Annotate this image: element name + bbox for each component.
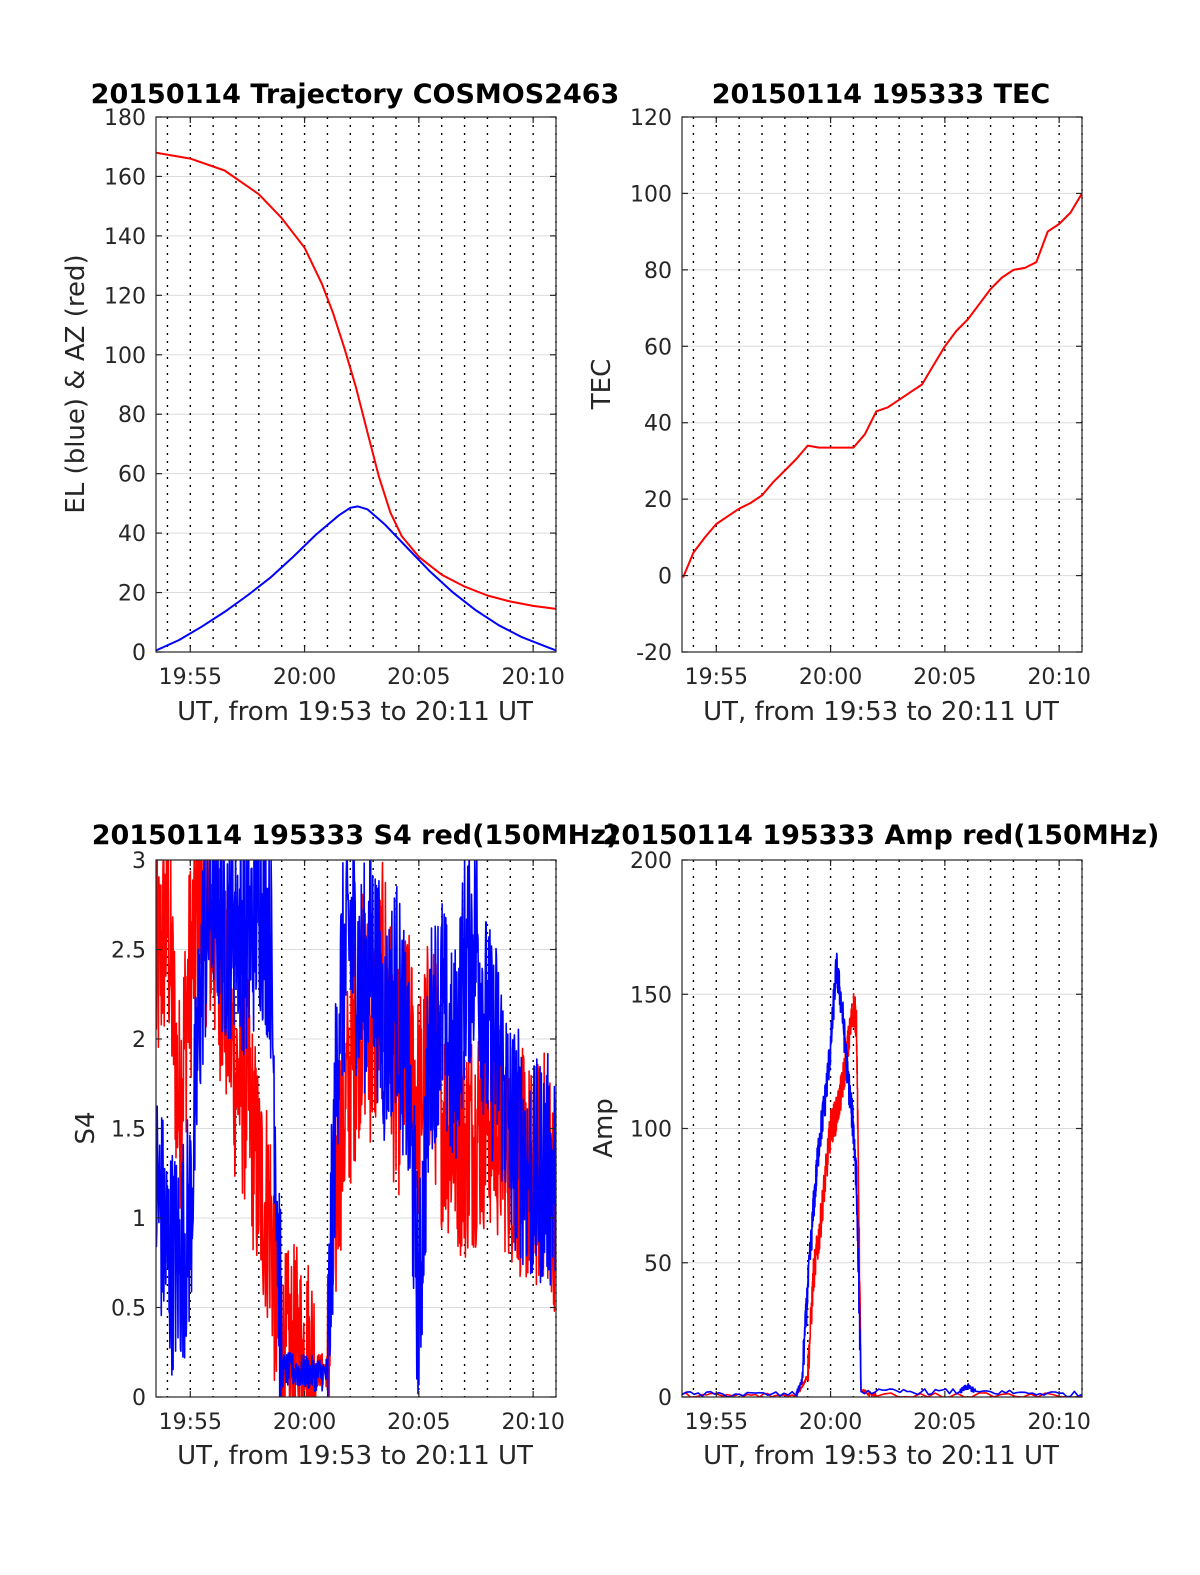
y-axis-label: EL (blue) & AZ (red)	[61, 254, 91, 513]
y-tick-label: -20	[636, 641, 672, 666]
axes-box	[681, 116, 1083, 653]
data-layer	[156, 860, 556, 1397]
y-tick-label: 40	[644, 412, 672, 437]
y-tick-label: 0	[658, 1386, 672, 1411]
y-tick-label: 100	[630, 182, 672, 207]
y-tick-label: 2	[132, 1028, 146, 1053]
y-tick-label: 100	[104, 344, 146, 369]
plot-area-trajectory: 0 20 40 60 80 100 120 140 160 180 19:55 20:00 20:05 2…	[104, 106, 565, 690]
y-tick-label: 120	[104, 284, 146, 309]
panel-title: 20150114 Trajectory COSMOS2463	[91, 79, 620, 110]
y-axis-label: TEC	[587, 359, 617, 410]
y-tick-label: 40	[118, 522, 146, 547]
y-tick-label: 0.5	[111, 1297, 146, 1322]
series-line	[156, 860, 556, 1397]
x-tick-label: 20:05	[387, 665, 450, 690]
x-tick-label: 20:05	[913, 665, 976, 690]
y-tick-label: 120	[630, 106, 672, 131]
x-tick-label: 20:00	[799, 665, 862, 690]
series-line	[682, 952, 1082, 1397]
axes-box	[155, 116, 557, 653]
y-tick-label: 1.5	[111, 1118, 146, 1143]
y-tick-label: 60	[118, 463, 146, 488]
x-axis-label: UT, from 19:53 to 20:11 UT	[703, 697, 1059, 727]
y-axis-label: S4	[71, 1111, 101, 1144]
y-tick-label: 0	[132, 641, 146, 666]
x-tick-label: 20:05	[387, 1410, 450, 1435]
y-tick-label: 80	[644, 259, 672, 284]
panel-title: 20150114 195333 TEC	[712, 79, 1051, 110]
x-axis-label: UT, from 19:53 to 20:11 UT	[703, 1441, 1059, 1471]
panel-trajectory: 20150114 Trajectory COSMOS2463 EL (blue)…	[61, 79, 619, 727]
y-tick-label: 50	[644, 1252, 672, 1277]
y-tick-label: 100	[630, 1118, 672, 1143]
y-tick-label: 80	[118, 403, 146, 428]
x-tick-label: 19:55	[159, 665, 222, 690]
series-line	[156, 505, 556, 652]
y-tick-label: 160	[104, 165, 146, 190]
data-layer	[682, 952, 1082, 1397]
x-tick-label: 19:55	[159, 1410, 222, 1435]
x-tick-label: 20:10	[1027, 665, 1090, 690]
data-layer	[682, 192, 1082, 578]
x-axis-label: UT, from 19:53 to 20:11 UT	[177, 697, 533, 727]
y-tick-label: 140	[104, 225, 146, 250]
x-tick-label: 20:10	[501, 1410, 564, 1435]
x-tick-label: 20:00	[273, 1410, 336, 1435]
x-tick-label: 19:55	[685, 665, 748, 690]
y-tick-label: 3	[132, 849, 146, 874]
y-axis-label: Amp	[589, 1098, 619, 1158]
panel-amp: 20150114 195333 Amp red(150MHz) Amp UT, …	[589, 820, 1159, 1471]
y-tick-label: 20	[644, 488, 672, 513]
y-tick-label: 2.5	[111, 939, 146, 964]
plot-area-amp: 0 50 100 150 200 19:55 20:00 20:05 20:10	[630, 849, 1091, 1435]
panel-s4: 20150114 195333 S4 red(150MHz) S4 UT, fr…	[71, 820, 618, 1471]
x-tick-label: 19:55	[685, 1410, 748, 1435]
series-line	[156, 151, 556, 610]
x-tick-label: 20:00	[799, 1410, 862, 1435]
data-layer	[156, 151, 556, 652]
y-tick-label: 1	[132, 1207, 146, 1232]
y-tick-label: 200	[630, 849, 672, 874]
y-tick-label: 20	[118, 582, 146, 607]
series-line	[682, 192, 1082, 578]
x-tick-label: 20:10	[1027, 1410, 1090, 1435]
panel-tec: 20150114 195333 TEC TEC UT, from 19:53 t…	[587, 79, 1091, 727]
x-tick-label: 20:00	[273, 665, 336, 690]
plot-area-tec: -20 0 20 40 60 80 100 120 19:55 20:00 20:05 20:10	[630, 106, 1091, 690]
panel-title: 20150114 195333 Amp red(150MHz)	[603, 820, 1160, 851]
plot-area-s4: 0 0.5 1 1.5 2 2.5 3 19:55 20:00 20:05 20:10	[111, 849, 565, 1435]
y-tick-label: 60	[644, 335, 672, 360]
panel-title: 20150114 195333 S4 red(150MHz)	[92, 820, 619, 851]
y-tick-label: 0	[132, 1386, 146, 1411]
x-tick-label: 20:05	[913, 1410, 976, 1435]
y-tick-label: 180	[104, 106, 146, 131]
y-tick-label: 150	[630, 983, 672, 1008]
x-tick-label: 20:10	[501, 665, 564, 690]
x-axis-label: UT, from 19:53 to 20:11 UT	[177, 1441, 533, 1471]
y-tick-label: 0	[658, 565, 672, 590]
